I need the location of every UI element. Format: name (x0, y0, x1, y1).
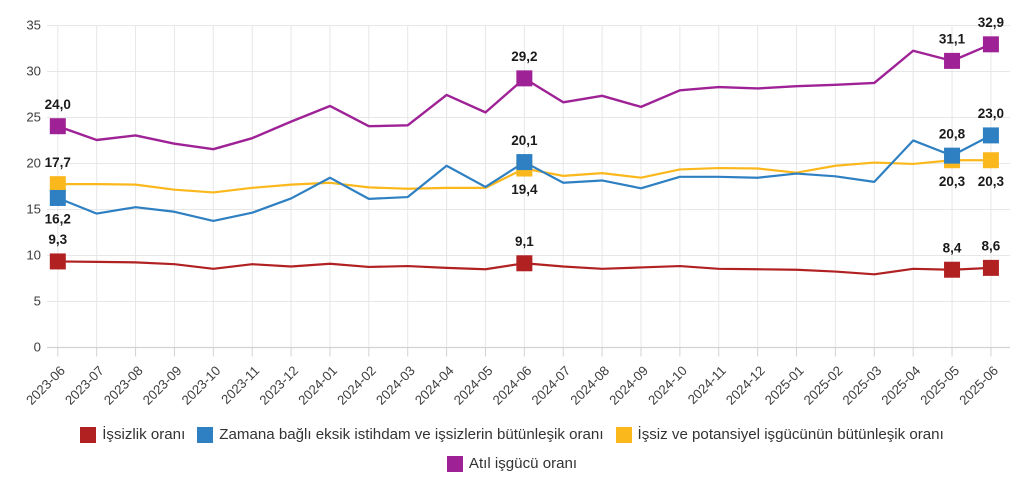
svg-text:2025-05: 2025-05 (917, 363, 962, 408)
svg-text:20,3: 20,3 (978, 174, 1005, 189)
svg-text:30: 30 (26, 63, 41, 78)
svg-text:2025-03: 2025-03 (840, 363, 885, 408)
svg-text:16,2: 16,2 (45, 212, 71, 227)
svg-text:2024-03: 2024-03 (373, 363, 418, 408)
svg-text:2024-12: 2024-12 (723, 363, 768, 408)
svg-text:20: 20 (26, 155, 41, 170)
svg-text:17,7: 17,7 (45, 155, 71, 170)
svg-text:10: 10 (26, 247, 41, 262)
svg-text:2024-08: 2024-08 (567, 363, 612, 408)
svg-text:8,4: 8,4 (943, 240, 962, 255)
svg-text:20,3: 20,3 (939, 174, 966, 189)
svg-text:2025-01: 2025-01 (762, 363, 807, 408)
svg-text:2024-11: 2024-11 (685, 363, 729, 407)
svg-text:0: 0 (34, 339, 41, 354)
svg-text:32,9: 32,9 (978, 15, 1004, 30)
svg-text:20,8: 20,8 (939, 126, 966, 141)
svg-text:2024-01: 2024-01 (295, 363, 340, 408)
svg-text:19,4: 19,4 (511, 182, 538, 197)
svg-text:24,0: 24,0 (45, 97, 71, 112)
svg-text:2023-11: 2023-11 (218, 363, 262, 407)
svg-text:8,6: 8,6 (982, 239, 1001, 254)
svg-text:5: 5 (34, 293, 41, 308)
svg-text:2023-06: 2023-06 (23, 363, 68, 408)
svg-text:31,1: 31,1 (939, 32, 966, 47)
svg-text:15: 15 (26, 201, 41, 216)
svg-text:2023-09: 2023-09 (140, 363, 185, 408)
svg-text:2025-02: 2025-02 (801, 363, 846, 408)
svg-text:2024-02: 2024-02 (334, 363, 379, 408)
svg-text:2023-08: 2023-08 (101, 363, 146, 408)
svg-text:2024-07: 2024-07 (529, 363, 574, 408)
svg-text:25: 25 (26, 109, 41, 124)
svg-text:35: 35 (26, 17, 41, 32)
svg-text:23,0: 23,0 (978, 106, 1004, 121)
svg-text:9,3: 9,3 (48, 232, 67, 247)
svg-text:9,1: 9,1 (515, 234, 534, 249)
svg-text:2024-10: 2024-10 (645, 363, 690, 408)
svg-text:29,2: 29,2 (511, 49, 537, 64)
svg-text:20,1: 20,1 (511, 133, 538, 148)
svg-text:2023-12: 2023-12 (256, 363, 301, 408)
svg-text:2024-06: 2024-06 (490, 363, 535, 408)
svg-text:2023-07: 2023-07 (62, 363, 107, 408)
svg-text:2025-04: 2025-04 (878, 363, 923, 408)
svg-text:2024-09: 2024-09 (606, 363, 651, 408)
svg-text:2024-04: 2024-04 (412, 363, 457, 408)
svg-text:2025-06: 2025-06 (956, 363, 1001, 408)
svg-text:2023-10: 2023-10 (179, 363, 224, 408)
svg-text:2024-05: 2024-05 (451, 363, 496, 408)
